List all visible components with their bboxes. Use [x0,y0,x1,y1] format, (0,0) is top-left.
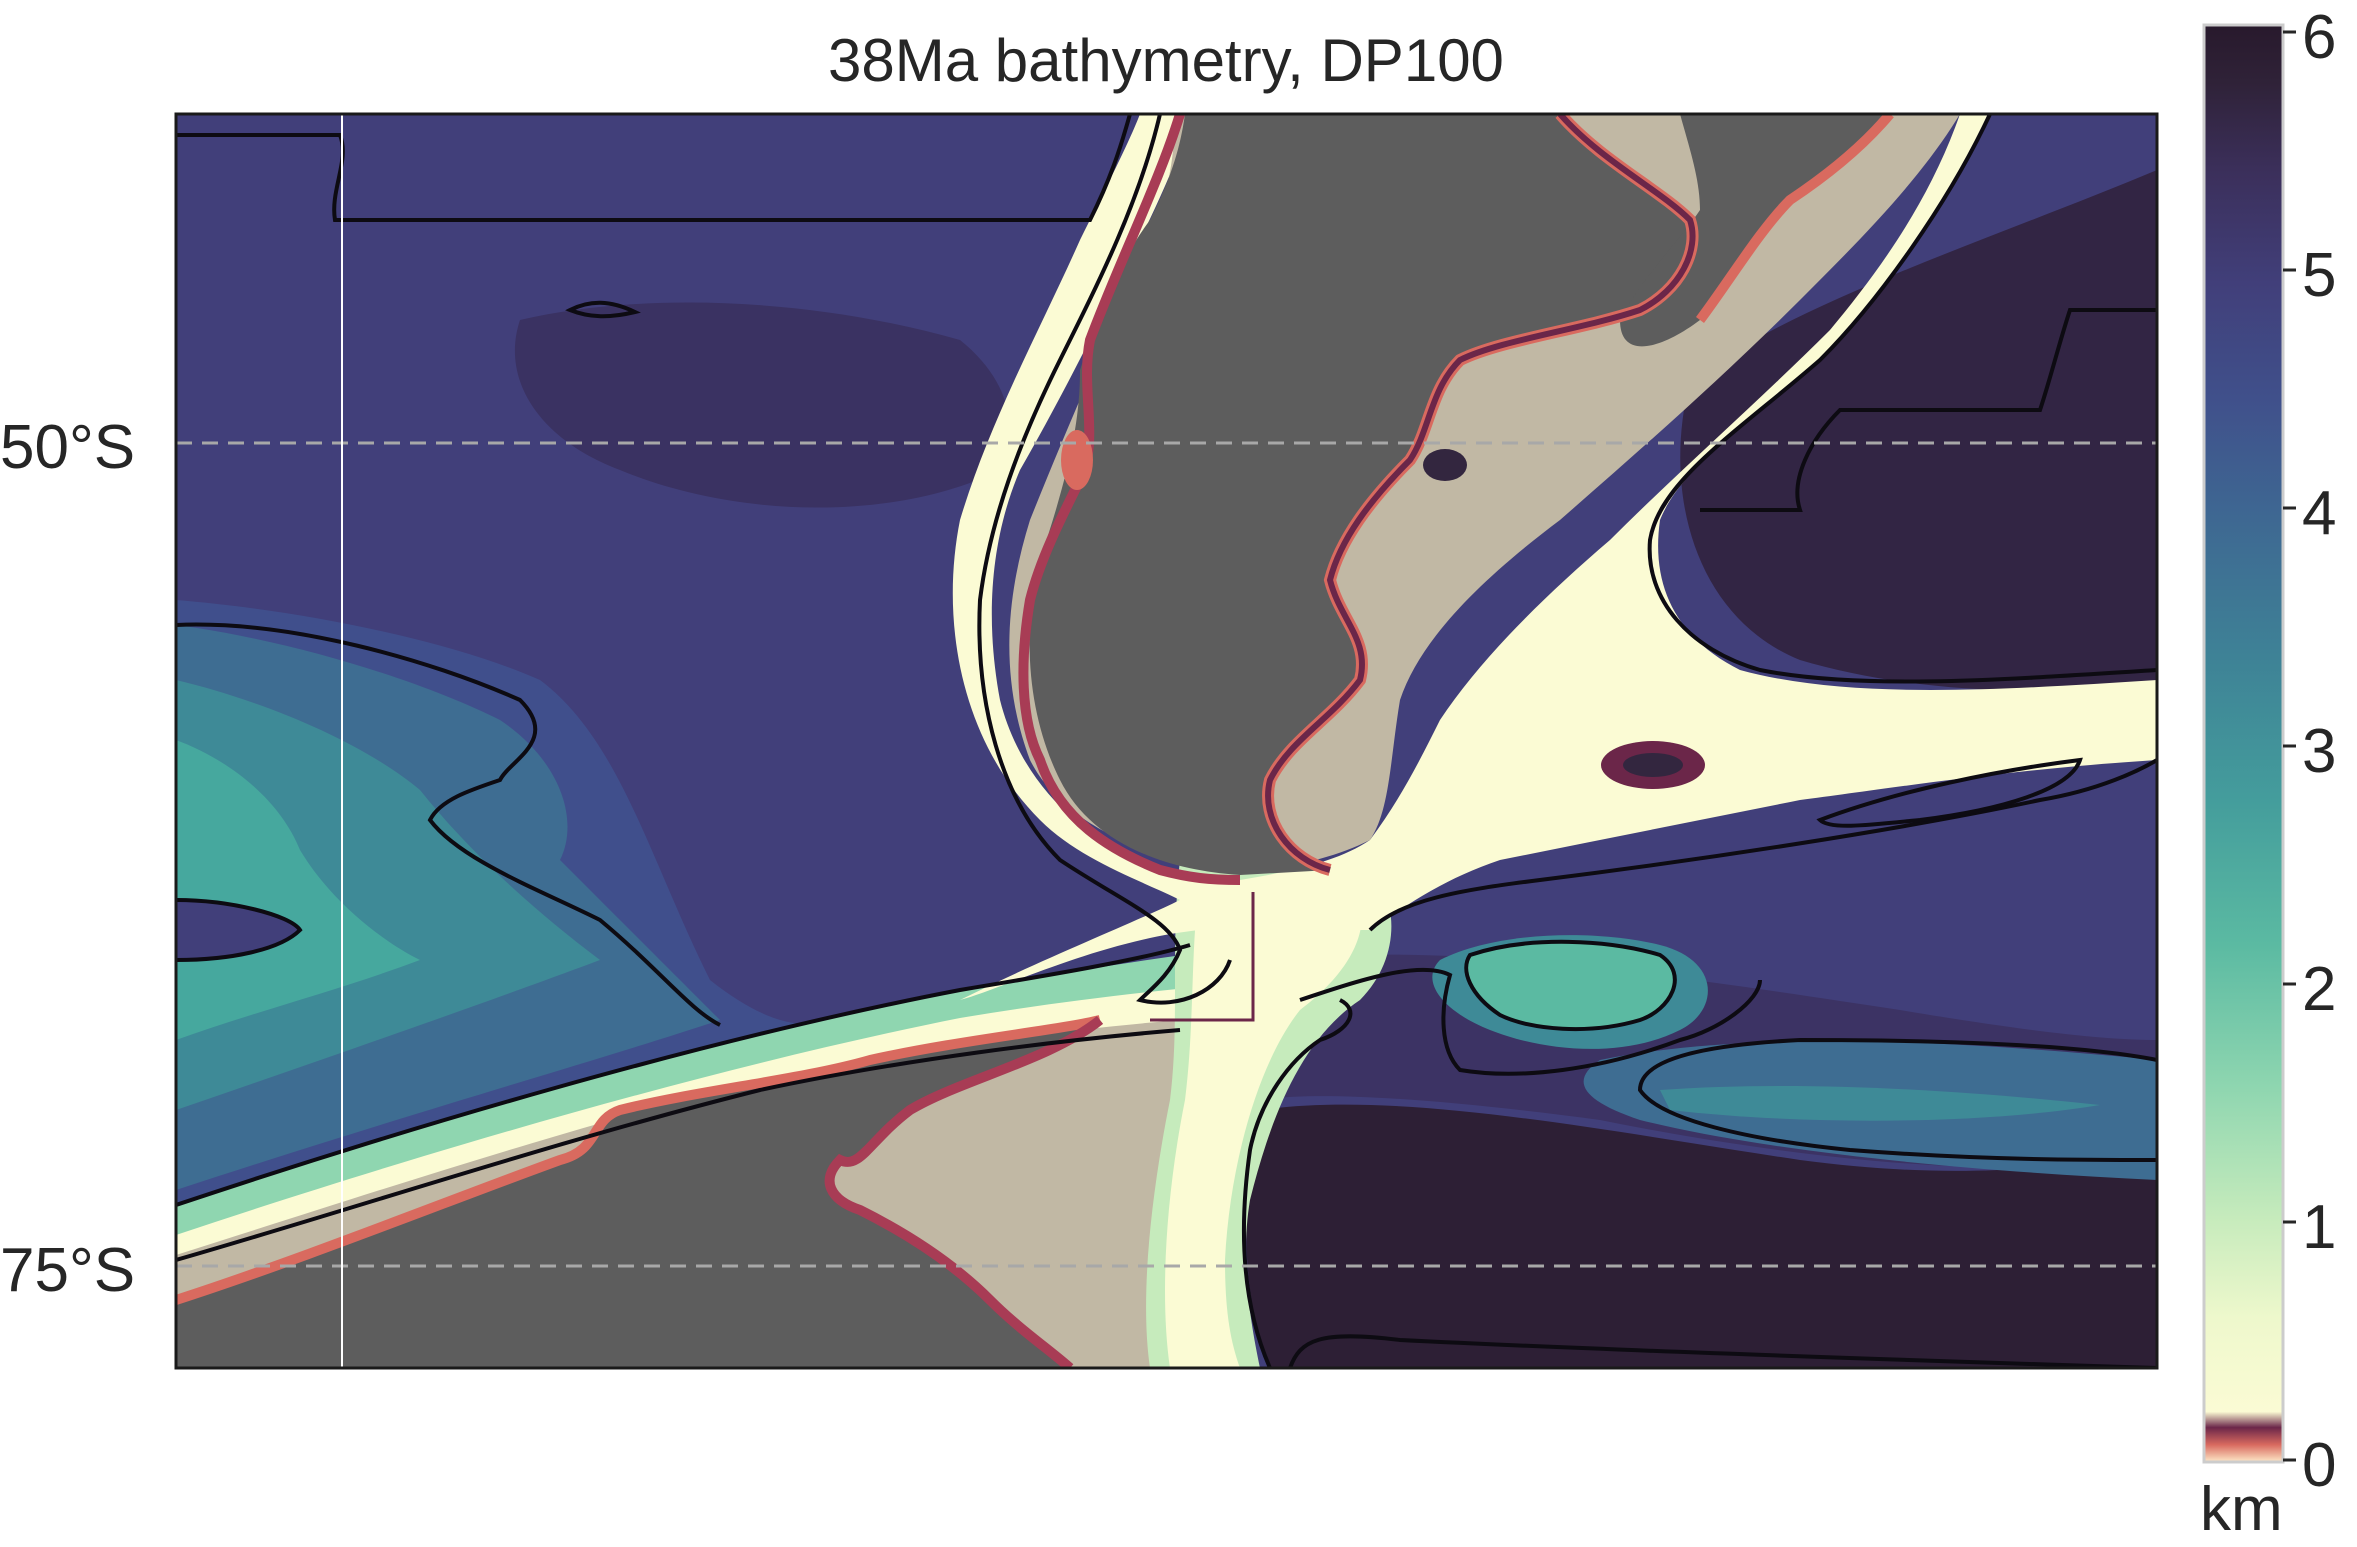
contour-north-seamount [565,300,641,319]
cb-label-3: 3 [2302,717,2337,786]
contour-southeast-deep [1242,998,1353,1368]
contour-strait-south [1299,967,1762,1076]
abyssal-basin-north [514,302,1010,508]
contour-west-plateau [176,622,721,1027]
colorbar-gradient [2202,23,2285,1464]
western-plateau-core [176,740,420,1040]
contour-island [1464,939,1677,1032]
antarctic-east-fringe [824,1016,1104,1368]
contour-east-box [1700,308,2157,512]
north-coast-fringe-dark [1265,114,1696,873]
cb-label-2: 2 [2302,955,2337,1024]
lat-label-75s: 75°S [0,1236,136,1305]
abyssal-basin-southeast [1246,1104,2157,1368]
north-east-fringe [1695,114,1894,323]
eastern-ridge-inner [1660,1085,2100,1121]
strait-core-light [1165,880,1362,1368]
map-panel [176,114,2157,1368]
map-frame [174,112,2159,1370]
contour-ridge-loop [1816,757,2083,828]
cb-label-4: 4 [2302,479,2337,548]
antarctic-land-west [176,1020,1100,1368]
cb-label-5: 5 [2302,241,2337,310]
strait-region-box [1150,892,1255,1022]
seamount-offshore-core [1623,753,1683,777]
north-continent-land [1029,114,1693,875]
east-island-inner [1466,941,1675,1030]
antarctic-west-fringe [176,1015,1102,1305]
contour-shelf-break-w [176,943,1191,1207]
contour-far-southeast [1288,1334,2157,1368]
contour-west-inlet [176,898,303,962]
colorbar [2202,23,2296,1464]
cb-label-0: 0 [2302,1431,2337,1500]
north-continent-shelf [952,114,2157,1000]
contour-lines [176,114,2157,1368]
seamount-west-coast [1061,430,1093,490]
seamount-dark-spot [1423,449,1467,481]
cb-label-6: 6 [2302,3,2337,72]
cb-label-1: 1 [2302,1193,2337,1262]
lat-label-50s: 50°S [0,413,136,482]
figure-title: 38Ma bathymetry, DP100 [828,27,1504,94]
west-coast-fringe [1018,114,1241,885]
contour-ridge-north [1368,758,2157,932]
colorbar-unit-label: km [2200,1475,2283,1544]
colorbar-ticks [2283,30,2296,1462]
contour-southeast-ridge [1637,1037,2157,1162]
contour-strait-east [1647,114,2157,684]
contour-strait-west [977,114,1232,1005]
contour-antarctic-shelf-w [176,1028,1181,1262]
abyssal-basin-east [1680,170,2157,691]
